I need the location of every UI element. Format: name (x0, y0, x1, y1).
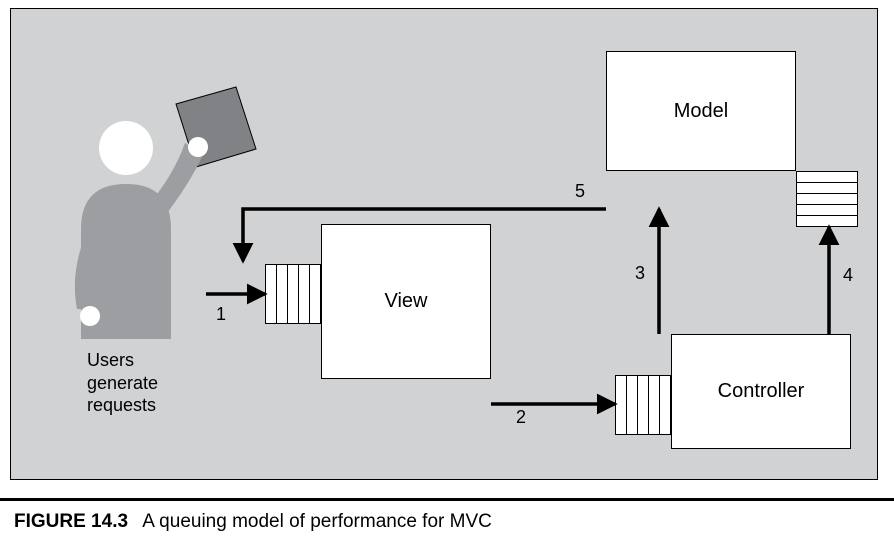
edge-label-1: 1 (216, 304, 226, 325)
edge-label-4: 4 (843, 265, 853, 286)
edge-label-2: 2 (516, 407, 526, 428)
node-view: View (321, 224, 491, 379)
figure-caption: FIGURE 14.3 A queuing model of performan… (0, 498, 894, 533)
user-label-line2: generate (87, 372, 158, 395)
node-view-label: View (385, 290, 428, 313)
user-label-line3: requests (87, 394, 158, 417)
diagram-area: Model View Controller (10, 8, 878, 480)
node-model: Model (606, 51, 796, 171)
queue-controller (615, 375, 671, 435)
caption-figure-label: FIGURE 14.3 (14, 511, 128, 532)
queue-model (796, 171, 858, 227)
user-label-line1: Users (87, 349, 158, 372)
page: Model View Controller (0, 0, 894, 550)
user-label: Users generate requests (87, 349, 158, 417)
node-controller: Controller (671, 334, 851, 449)
node-model-label: Model (674, 100, 728, 123)
edge-label-3: 3 (635, 263, 645, 284)
caption-text: A queuing model of performance for MVC (142, 511, 492, 532)
edge-label-5: 5 (575, 181, 585, 202)
node-controller-label: Controller (718, 380, 805, 403)
queue-view (265, 264, 321, 324)
